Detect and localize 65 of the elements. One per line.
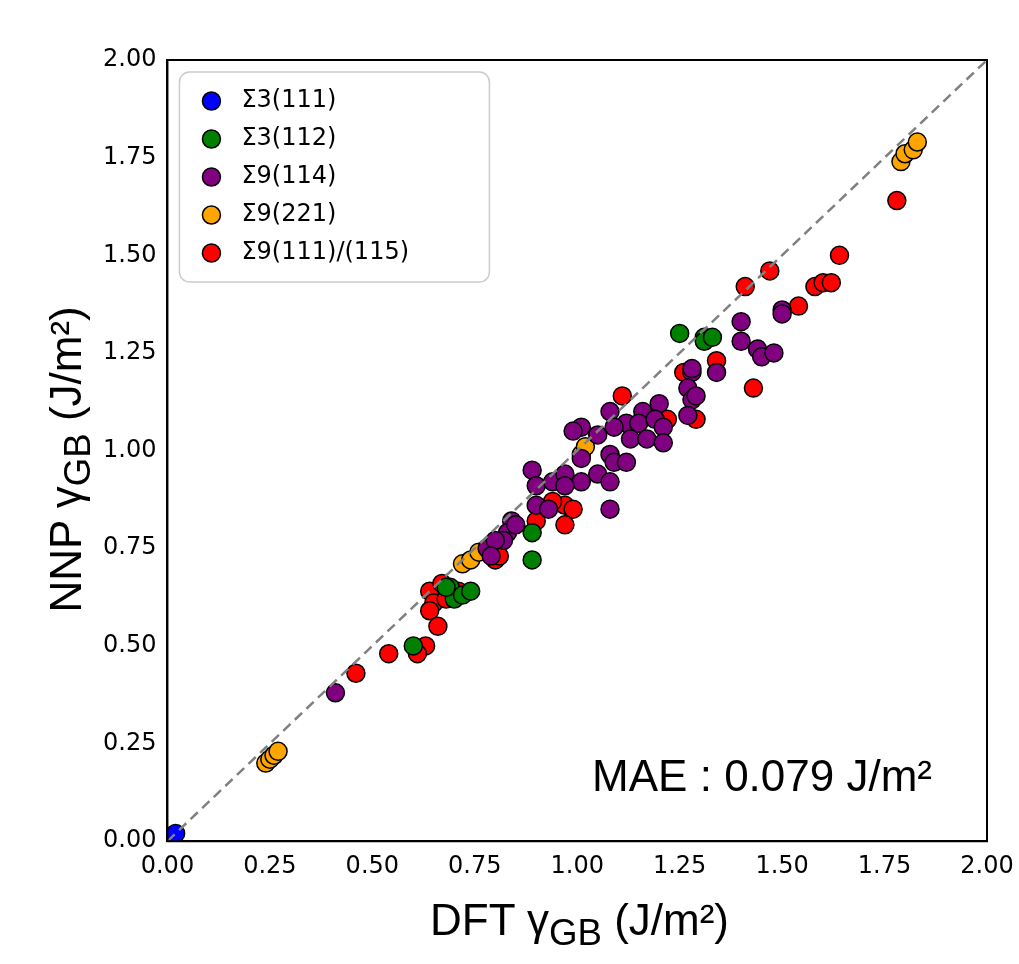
- point: [907, 132, 928, 152]
- x-tick-label: 0.25: [243, 850, 297, 879]
- annotation: MAE : 0.079 J/m²: [592, 751, 932, 801]
- point: [522, 460, 542, 480]
- point: [460, 581, 481, 601]
- x-tick-label: 1.00: [550, 850, 604, 879]
- y-tick-label: 1.25: [103, 337, 157, 366]
- point: [600, 472, 620, 492]
- point: [403, 636, 424, 656]
- point: [563, 421, 583, 441]
- point: [506, 515, 526, 535]
- point: [829, 245, 850, 266]
- legend-label: Σ9(114): [241, 161, 337, 190]
- point: [538, 499, 559, 519]
- point: [571, 448, 592, 469]
- y-tick-label: 0.25: [103, 727, 157, 756]
- point: [346, 663, 366, 683]
- point: [887, 190, 907, 211]
- point: [649, 393, 669, 414]
- point: [325, 683, 346, 703]
- point: [563, 499, 583, 519]
- point: [428, 616, 448, 637]
- point: [620, 429, 641, 449]
- point: [555, 476, 575, 496]
- point: [522, 522, 542, 543]
- point: [731, 311, 751, 332]
- point: [571, 472, 592, 492]
- y-tick-label: 1.75: [103, 141, 157, 170]
- point: [555, 515, 575, 535]
- point: [821, 272, 842, 293]
- point: [612, 386, 633, 406]
- y-tick-label: 1.00: [103, 434, 157, 463]
- point: [637, 429, 657, 449]
- point: [764, 343, 784, 363]
- x-tick-label: 1.25: [652, 850, 707, 879]
- y-tick-label: 0.75: [103, 532, 157, 561]
- point: [522, 550, 542, 570]
- point: [706, 362, 727, 383]
- x-tick-label: 0.50: [345, 850, 400, 879]
- x-tick-label: 0.75: [448, 850, 502, 879]
- point: [731, 331, 751, 351]
- point: [788, 296, 809, 316]
- y-tick-label: 0.50: [103, 630, 157, 659]
- point: [419, 601, 440, 621]
- point: [669, 323, 690, 344]
- x-tick-label: 1.50: [755, 850, 809, 879]
- point: [735, 276, 755, 297]
- point: [600, 499, 620, 519]
- legend-label: Σ3(111): [241, 85, 337, 114]
- x-tick-label: 2.00: [960, 850, 1014, 879]
- point: [604, 417, 624, 437]
- legend-label: Σ9(111)/(115): [241, 237, 410, 266]
- x-tick-label: 1.75: [857, 850, 912, 879]
- point: [616, 452, 637, 473]
- point: [743, 378, 764, 398]
- x-axis-title: DFT γ$_{GB}$ (J/m²): [429, 895, 730, 954]
- point: [702, 327, 723, 348]
- point: [378, 643, 399, 664]
- point: [481, 546, 501, 566]
- y-tick-label: 2.00: [103, 44, 157, 73]
- legend-label: Σ3(112): [241, 123, 337, 152]
- point: [653, 433, 674, 453]
- legend-label: Σ9(221): [241, 199, 337, 228]
- point: [678, 405, 698, 426]
- y-tick-label: 1.50: [103, 239, 157, 268]
